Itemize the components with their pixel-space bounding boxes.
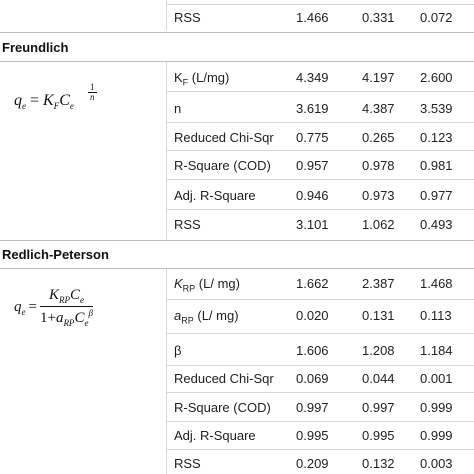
- value-cell: 0.003: [420, 456, 453, 471]
- value-cell: 4.197: [362, 70, 395, 85]
- section-divider: [0, 240, 474, 241]
- section-title-redlich-peterson: Redlich-Peterson: [2, 247, 109, 262]
- row-divider: [166, 4, 474, 5]
- row-divider: [166, 333, 474, 334]
- redlich-peterson-equation: qe = KRPCe 1+aRPCeβ: [14, 287, 93, 328]
- value-cell: 4.349: [296, 70, 329, 85]
- param-label: R-Square (COD): [174, 400, 271, 415]
- value-cell: 0.973: [362, 188, 395, 203]
- param-label: Adj. R-Square: [174, 428, 256, 443]
- value-cell: 0.978: [362, 158, 395, 173]
- freundlich-exponent: 1 n: [88, 82, 97, 102]
- section-title-freundlich: Freundlich: [2, 40, 69, 55]
- row-divider: [166, 91, 474, 92]
- value-cell: 0.775: [296, 130, 329, 145]
- value-cell: 1.606: [296, 343, 329, 358]
- value-cell: 0.946: [296, 188, 329, 203]
- param-label: β: [174, 343, 182, 358]
- value-cell: 0.044: [362, 371, 395, 386]
- value-cell: 1.184: [420, 343, 453, 358]
- row-divider: [166, 122, 474, 123]
- param-label: Reduced Chi-Sqr: [174, 371, 274, 386]
- row-divider: [166, 365, 474, 366]
- section-divider: [0, 32, 474, 33]
- value-cell: 0.997: [362, 400, 395, 415]
- value-cell: 1.662: [296, 276, 329, 291]
- value-cell: 0.331: [362, 10, 395, 25]
- value-cell: 0.132: [362, 456, 395, 471]
- value-cell: 0.072: [420, 10, 453, 25]
- param-label: RSS: [174, 10, 201, 25]
- value-cell: 1.062: [362, 217, 395, 232]
- value-cell: 0.999: [420, 400, 453, 415]
- row-divider: [166, 449, 474, 450]
- value-cell: 0.069: [296, 371, 329, 386]
- value-cell: 0.020: [296, 308, 329, 323]
- section-divider: [0, 268, 474, 269]
- value-cell: 0.999: [420, 428, 453, 443]
- param-label: Reduced Chi-Sqr: [174, 130, 274, 145]
- column-divider: [166, 62, 167, 240]
- param-label: Adj. R-Square: [174, 188, 256, 203]
- section-divider: [0, 61, 474, 62]
- value-cell: 0.123: [420, 130, 453, 145]
- value-cell: 3.619: [296, 101, 329, 116]
- value-cell: 0.997: [296, 400, 329, 415]
- value-cell: 0.131: [362, 308, 395, 323]
- param-label: KF (L/mg): [174, 70, 230, 88]
- row-divider: [166, 150, 474, 151]
- column-divider: [166, 0, 167, 30]
- value-cell: 0.493: [420, 217, 453, 232]
- value-cell: 4.387: [362, 101, 395, 116]
- value-cell: 1.466: [296, 10, 329, 25]
- value-cell: 0.957: [296, 158, 329, 173]
- row-divider: [166, 421, 474, 422]
- value-cell: 0.113: [420, 308, 452, 323]
- value-cell: 0.981: [420, 158, 453, 173]
- value-cell: 2.600: [420, 70, 453, 85]
- param-label: aRP (L/ mg): [174, 308, 239, 326]
- value-cell: 1.208: [362, 343, 395, 358]
- row-divider: [166, 392, 474, 393]
- column-divider: [166, 268, 167, 474]
- param-label: n: [174, 101, 182, 116]
- value-cell: 3.101: [296, 217, 329, 232]
- value-cell: 0.001: [420, 371, 453, 386]
- value-cell: 0.995: [362, 428, 395, 443]
- value-cell: 3.539: [420, 101, 453, 116]
- value-cell: 0.265: [362, 130, 395, 145]
- value-cell: 0.995: [296, 428, 329, 443]
- value-cell: 2.387: [362, 276, 395, 291]
- row-divider: [166, 299, 474, 300]
- freundlich-equation: qe = KFCe: [14, 92, 74, 112]
- value-cell: 1.468: [420, 276, 453, 291]
- param-label: RSS: [174, 217, 201, 232]
- param-label: RSS: [174, 456, 201, 471]
- value-cell: 0.977: [420, 188, 453, 203]
- row-divider: [166, 179, 474, 180]
- param-label: R-Square (COD): [174, 158, 271, 173]
- param-label: KRP (L/ mg): [174, 276, 240, 294]
- value-cell: 0.209: [296, 456, 329, 471]
- row-divider: [166, 209, 474, 210]
